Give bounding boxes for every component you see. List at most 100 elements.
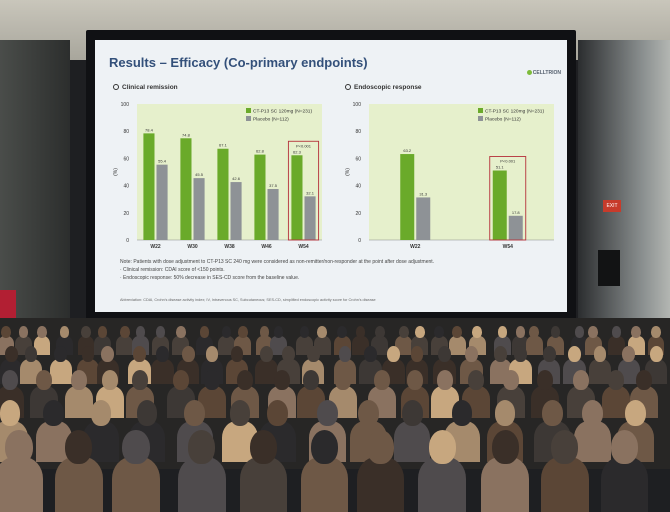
audience-member-head [311,430,339,464]
audience-member-body [239,457,288,512]
audience-member-head [550,326,561,338]
audience-member-head [334,370,351,390]
y-tick-label: 0 [126,238,129,244]
x-tick-label: W46 [261,244,272,250]
audience-member-head [119,326,130,338]
audience-member-body [0,457,43,512]
audience-member-body [356,457,405,512]
audience-member-head [281,346,295,362]
audience-member-body [481,457,529,512]
audience-member-body [418,457,466,512]
bar-ct-p13 [143,133,155,240]
legend-swatch [246,116,251,121]
audience-member-head [624,400,646,426]
audience-member-body [574,420,611,463]
audience-member-body [394,420,431,463]
audience-member-head [132,370,149,390]
audience-member-head [542,400,564,426]
bullet-clinical: · Clinical remission: CDAI score of <150… [120,267,225,273]
data-label: 37.5 [269,183,278,188]
audience-member-head [536,370,553,390]
bar-placebo [267,189,279,240]
audience-member-head [97,326,108,338]
data-label: 62.3 [293,149,302,154]
audience-member-head [374,326,385,338]
audience-member-head [302,370,319,390]
audience-member-head [434,326,444,338]
data-label: 78.4 [145,127,154,132]
exit-sign: EXIT [603,200,621,212]
legend-swatch [478,108,483,113]
audience-member-head [81,326,91,338]
bar-placebo [508,215,523,240]
bar-ct-p13 [492,170,507,240]
audience-member-head [622,346,636,362]
audience-member-head [1,370,18,390]
audience-member-head [260,346,274,362]
right-chart-subtitle: Endoscopic response [345,84,422,91]
audience-member-head [176,326,186,338]
audience-member-head [515,326,526,338]
audience-member-head [267,400,289,426]
audience-member-head [35,370,52,390]
legend-label: Placebo (N=112) [253,117,289,123]
audience-member-body [112,457,160,512]
audience-member-head [472,326,482,338]
audience-member-head [406,370,423,390]
bar-ct-p13 [254,154,266,240]
right-wall [578,40,670,340]
audience-member-head [101,346,115,362]
audience-member-head [65,430,93,464]
audience-member-head [551,430,579,464]
slide-notes: Note: Patients with dose adjustment to C… [120,258,434,282]
data-label: 74.8 [182,132,191,137]
bar-placebo [304,196,316,240]
audience-member-head [451,400,473,426]
data-label: 17.8 [512,210,521,215]
audience-member-head [204,370,221,390]
audience-member-head [54,346,68,362]
audience-member-head [398,326,409,338]
audience-member-head [373,370,390,390]
audience-member-head [156,346,169,362]
plot-area [369,104,554,240]
audience-member-head [122,430,150,464]
legend-swatch [246,108,251,113]
audience-member-head [464,346,478,362]
data-label: 51.1 [496,165,505,170]
bar-placebo [416,197,431,240]
y-tick-label: 100 [121,102,130,108]
highlight-box [489,156,527,241]
audience-member-head [273,370,290,390]
plot-area [137,104,322,240]
audience-member-head [229,400,251,426]
audience-member-body [255,358,278,385]
audience-member-head [136,400,158,426]
y-tick-label: 80 [355,129,361,135]
audience-member-head [199,326,210,338]
celltrion-logo: CELLTRION [526,70,561,76]
audience-member-head [299,326,310,338]
y-tick-label: 80 [123,129,129,135]
y-tick-label: 0 [358,238,361,244]
audience-member-head [610,430,639,464]
audience-member-head [358,400,379,426]
audience-member-head [90,400,112,426]
audience-member-head [438,346,451,362]
p-value-annotation: P<0.001 [296,143,312,148]
y-tick-label: 40 [123,184,129,190]
audience-member-head [43,400,65,426]
audience-member-head [236,370,253,390]
audience-member-head [317,326,327,338]
audience-member-head [259,326,270,338]
bullet-endoscopic: · Endoscopic response: 50% decrease in S… [120,275,300,281]
audience-member-head [529,326,540,338]
x-tick-label: W54 [298,244,309,250]
y-tick-label: 60 [355,156,361,162]
audience-member-head [593,346,607,362]
audience-member-head [513,346,527,362]
y-axis-label: (%) [345,168,351,176]
audience-member-head [337,326,348,338]
audience-member-body [33,335,51,355]
audience-member-head [608,370,625,390]
